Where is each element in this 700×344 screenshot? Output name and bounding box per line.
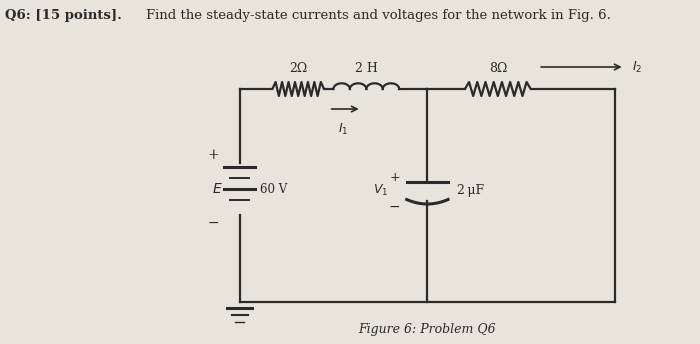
Text: 8Ω: 8Ω xyxy=(489,62,507,75)
Text: 2Ω: 2Ω xyxy=(289,62,307,75)
Text: $I_2$: $I_2$ xyxy=(632,60,643,75)
Text: +: + xyxy=(207,148,219,162)
Text: $E$: $E$ xyxy=(212,182,223,196)
Text: 2 μF: 2 μF xyxy=(457,184,484,197)
Text: Q6: [15 points].: Q6: [15 points]. xyxy=(5,9,122,22)
Text: Find the steady-state currents and voltages for the network in Fig. 6.: Find the steady-state currents and volta… xyxy=(146,9,610,22)
Text: −: − xyxy=(207,216,219,230)
Text: $V_1$: $V_1$ xyxy=(372,183,388,198)
Text: −: − xyxy=(389,200,400,214)
Text: 2 H: 2 H xyxy=(355,62,378,75)
Text: Figure 6: Problem Q6: Figure 6: Problem Q6 xyxy=(358,323,496,336)
Text: $I_1$: $I_1$ xyxy=(337,122,348,137)
Text: +: + xyxy=(389,171,400,184)
Text: 60 V: 60 V xyxy=(260,183,288,195)
